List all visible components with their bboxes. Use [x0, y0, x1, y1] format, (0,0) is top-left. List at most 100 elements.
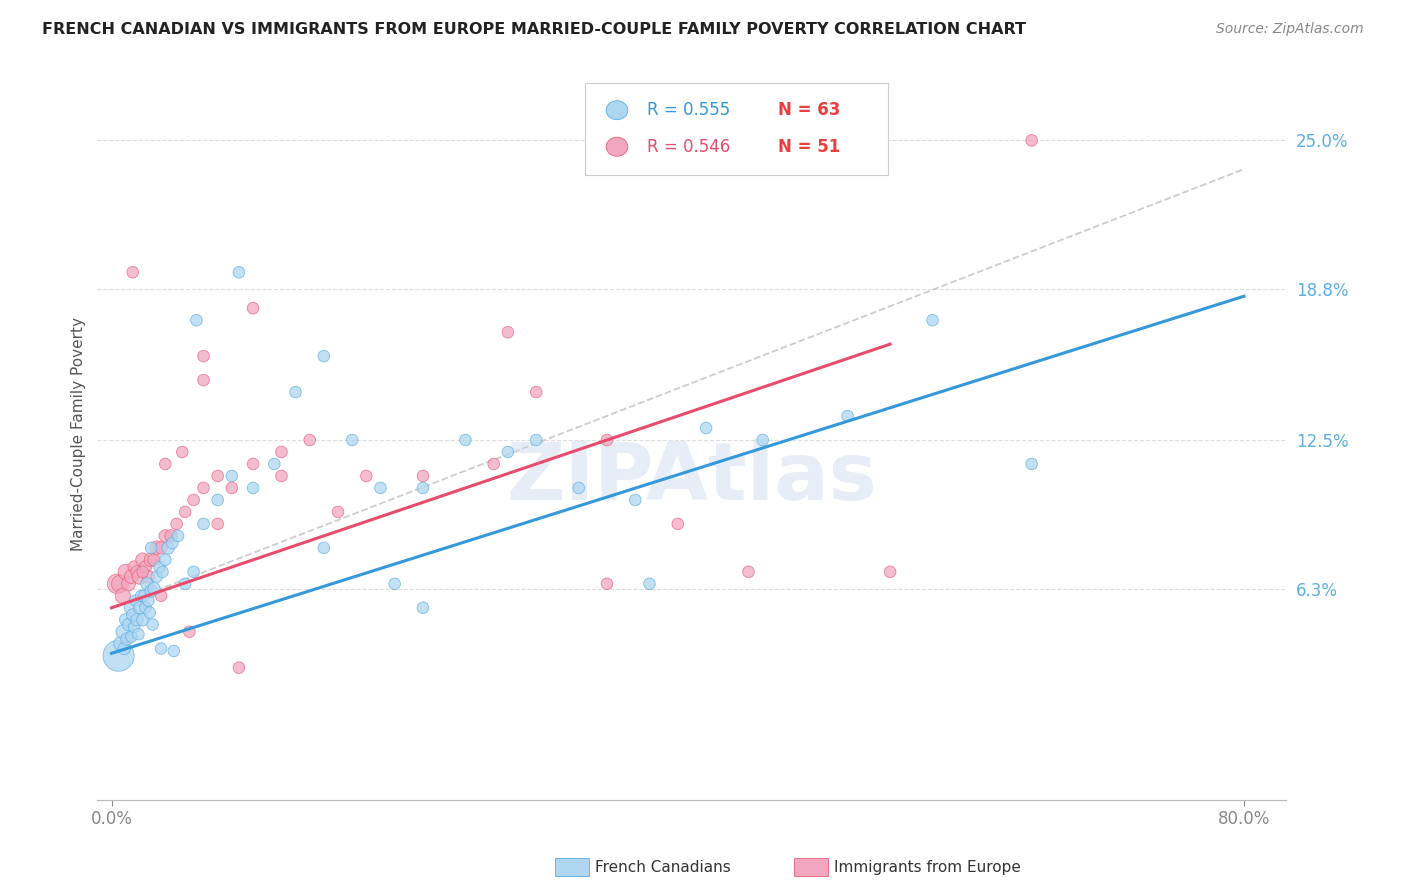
Point	[263, 457, 285, 471]
Point	[155, 457, 177, 471]
Point	[142, 617, 165, 632]
Point	[228, 265, 250, 279]
Point	[837, 409, 859, 423]
Point	[412, 481, 434, 495]
Point	[111, 589, 134, 603]
Point	[638, 577, 661, 591]
Point	[193, 516, 215, 531]
Point	[143, 553, 166, 567]
Point	[134, 600, 156, 615]
Point	[183, 492, 205, 507]
Point	[155, 529, 177, 543]
Point	[120, 630, 142, 644]
Point	[115, 632, 138, 646]
Point	[139, 584, 162, 599]
Point	[524, 433, 547, 447]
Point	[118, 600, 141, 615]
Point	[136, 593, 159, 607]
Point	[162, 536, 184, 550]
Point	[496, 445, 519, 459]
Point	[183, 565, 205, 579]
Text: N = 51: N = 51	[778, 137, 839, 156]
Point	[134, 560, 156, 574]
Point	[167, 529, 190, 543]
Text: R = 0.555: R = 0.555	[647, 101, 730, 120]
Point	[108, 577, 131, 591]
Point	[193, 373, 215, 387]
Point	[384, 577, 406, 591]
Point	[193, 349, 215, 363]
Point	[695, 421, 717, 435]
Point	[207, 516, 229, 531]
Text: French Canadians: French Canadians	[595, 860, 731, 874]
Point	[186, 313, 208, 327]
Point	[624, 492, 647, 507]
Point	[242, 457, 264, 471]
Point	[370, 481, 392, 495]
Text: ZIPAtlas: ZIPAtlas	[506, 439, 877, 516]
Point	[412, 600, 434, 615]
Point	[131, 613, 153, 627]
Point	[131, 565, 153, 579]
FancyBboxPatch shape	[585, 83, 889, 175]
Point	[150, 541, 173, 555]
Point	[340, 433, 363, 447]
Point	[124, 593, 146, 607]
Point	[596, 433, 619, 447]
Point	[174, 577, 197, 591]
Point	[136, 569, 159, 583]
Point	[117, 577, 139, 591]
Point	[112, 641, 135, 656]
Point	[128, 600, 150, 615]
Point	[221, 469, 243, 483]
Point	[138, 606, 160, 620]
Point	[312, 541, 335, 555]
Point	[146, 541, 169, 555]
Point	[228, 661, 250, 675]
Point	[1021, 133, 1043, 147]
Point	[284, 385, 307, 400]
Point	[270, 445, 292, 459]
Point	[150, 641, 173, 656]
Point	[132, 589, 155, 603]
Point	[568, 481, 591, 495]
Point	[146, 569, 169, 583]
Point	[193, 481, 215, 495]
Point	[122, 620, 145, 634]
Text: Immigrants from Europe: Immigrants from Europe	[834, 860, 1021, 874]
Point	[454, 433, 477, 447]
Point	[107, 648, 129, 663]
Point	[122, 560, 145, 574]
Point	[312, 349, 335, 363]
Point	[114, 613, 136, 627]
Ellipse shape	[606, 101, 628, 120]
Point	[121, 607, 143, 622]
Point	[412, 469, 434, 483]
Point	[110, 637, 132, 651]
Point	[160, 529, 183, 543]
Point	[149, 560, 172, 574]
Point	[125, 613, 148, 627]
Point	[207, 492, 229, 507]
Text: R = 0.546: R = 0.546	[647, 137, 730, 156]
Point	[666, 516, 689, 531]
Point	[152, 565, 174, 579]
Point	[207, 469, 229, 483]
Point	[120, 569, 142, 583]
Point	[298, 433, 321, 447]
Point	[127, 627, 149, 641]
Point	[105, 577, 128, 591]
Point	[482, 457, 505, 471]
Point	[1021, 457, 1043, 471]
Ellipse shape	[606, 137, 628, 156]
Point	[737, 565, 759, 579]
Point	[139, 553, 162, 567]
Point	[143, 582, 166, 596]
Point	[921, 313, 943, 327]
Point	[125, 565, 148, 579]
Text: N = 63: N = 63	[778, 101, 839, 120]
Point	[150, 589, 173, 603]
Point	[114, 565, 136, 579]
Point	[242, 481, 264, 495]
Point	[174, 505, 197, 519]
